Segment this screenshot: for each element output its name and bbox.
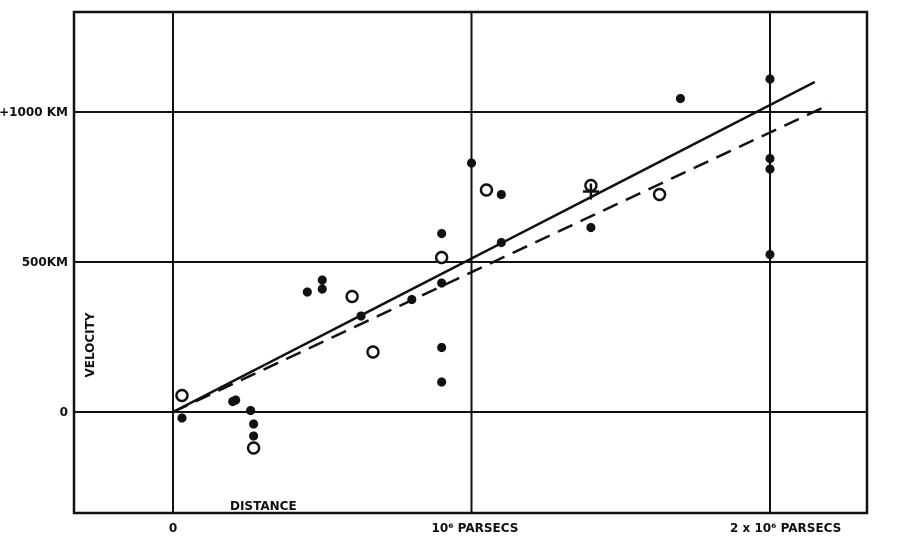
filled-point-12: [437, 278, 447, 288]
filled-point-0: [177, 413, 187, 423]
filled-point-2: [231, 395, 241, 405]
filled-point-16: [496, 189, 506, 200]
filled-point-17: [496, 237, 506, 248]
filled-point-8: [317, 284, 327, 294]
open-point-7: [652, 187, 667, 202]
filled-point-7: [317, 275, 327, 285]
grid-lines: [74, 12, 867, 513]
filled-point-20: [675, 93, 686, 104]
filled-point-13: [437, 342, 447, 353]
filled-point-11: [437, 228, 447, 239]
filled-point-5: [248, 431, 259, 441]
open-point-2: [345, 289, 359, 304]
filled-point-4: [248, 419, 259, 429]
open-point-5: [479, 183, 494, 197]
open-point-4: [434, 250, 449, 265]
open-point-3: [366, 345, 380, 359]
filled-point-22: [765, 153, 775, 164]
filled-point-6: [302, 287, 312, 297]
x-tick-label-0: 0: [169, 521, 177, 535]
y-axis-label: VELOCITY: [83, 312, 97, 377]
cross-point-0: [582, 183, 599, 200]
x-tick-label-1: 10⁶ PARSECS: [432, 521, 519, 535]
x-tick-label-2: 2 x 10⁶ PARSECS: [730, 521, 841, 535]
filled-point-10: [407, 294, 417, 305]
filled-point-21: [765, 74, 775, 84]
filled-point-19: [586, 222, 596, 233]
filled-point-24: [765, 249, 775, 260]
filled-point-23: [765, 164, 775, 174]
filled-point-15: [466, 158, 477, 168]
data-points: [175, 74, 775, 455]
x-axis-label: DISTANCE: [230, 499, 297, 513]
open-point-1: [246, 441, 261, 455]
fit-lines: [172, 80, 831, 414]
fit-line-dashed: [172, 103, 831, 414]
tick-labels: 0 10⁶ PARSECS 2 x 10⁶ PARSECS 0 500KM +1000 K…: [0, 105, 841, 535]
filled-point-14: [437, 377, 447, 387]
open-point-0: [175, 388, 189, 403]
y-tick-label-1: 500KM: [22, 255, 68, 269]
fit-line-solid: [172, 80, 816, 414]
y-tick-label-0: 0: [60, 405, 68, 419]
y-tick-label-2: +1000 KM: [0, 105, 68, 119]
filled-point-3: [246, 405, 256, 416]
filled-point-9: [356, 311, 366, 321]
